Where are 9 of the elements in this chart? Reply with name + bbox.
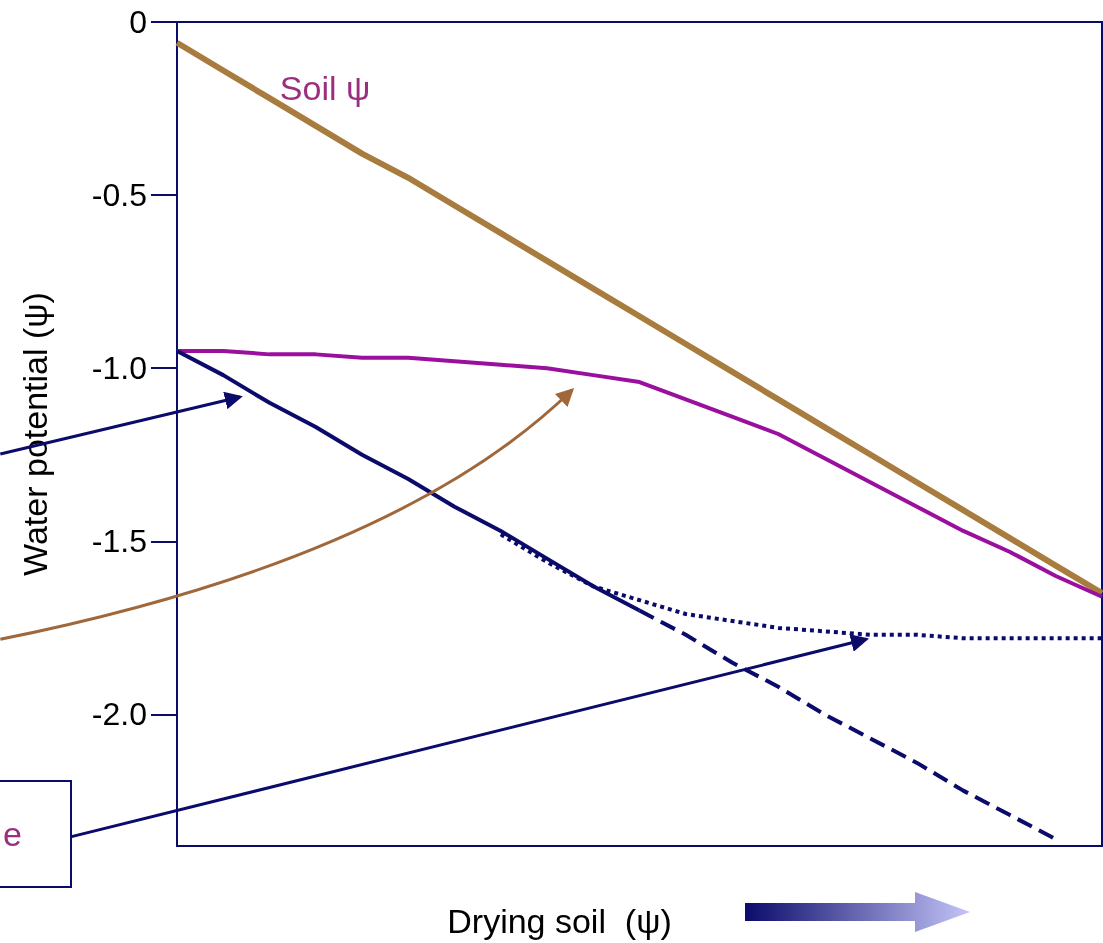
text-box: e [0,780,72,888]
y-axis-title: Water potential (ψ) [16,292,54,576]
y-tick-label: 0 [129,4,147,40]
annotation: Soil ψ [279,69,371,108]
y-tick-label: -0.5 [91,177,147,214]
x-axis-title: Drying soil (ψ) [447,902,672,940]
y-tick-label: -1.5 [91,523,147,560]
y-tick-label: -2.0 [91,696,147,733]
y-tick-label: -1.0 [91,350,147,387]
